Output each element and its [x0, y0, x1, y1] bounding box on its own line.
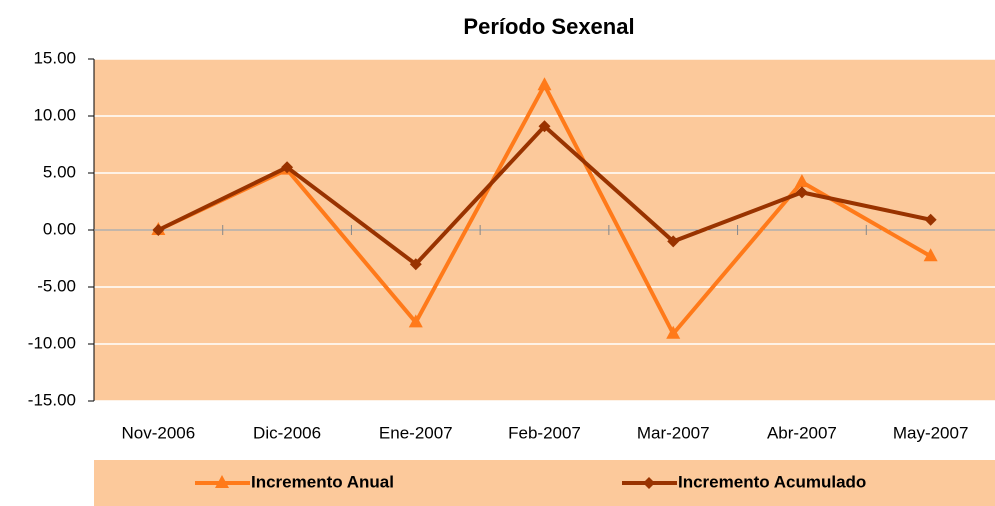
y-tick-label: 10.00	[33, 105, 76, 124]
chart-title: Período Sexenal	[463, 14, 634, 39]
marker	[666, 325, 681, 339]
marker	[537, 77, 552, 91]
legend-label: Incremento Anual	[251, 472, 394, 491]
marker	[643, 477, 655, 489]
marker	[281, 161, 294, 174]
marker	[215, 475, 229, 488]
marker	[409, 258, 422, 271]
y-tick-label: -15.00	[28, 390, 76, 409]
x-tick-label: Feb-2007	[508, 423, 581, 442]
legend-label: Incremento Acumulado	[678, 472, 866, 491]
y-tick-label: 5.00	[43, 162, 76, 181]
x-tick-label: Ene-2007	[379, 423, 453, 442]
x-tick-label: Nov-2006	[121, 423, 195, 442]
marker	[795, 186, 808, 199]
x-tick-label: Mar-2007	[637, 423, 710, 442]
y-tick-label: 15.00	[33, 48, 76, 67]
x-tick-label: Dic-2006	[253, 423, 321, 442]
marker	[923, 248, 938, 262]
y-tick-label: -5.00	[37, 276, 76, 295]
marker	[538, 120, 551, 133]
marker	[667, 235, 680, 248]
x-tick-label: Abr-2007	[767, 423, 837, 442]
marker	[152, 224, 165, 236]
x-tick-label: May-2007	[893, 423, 969, 442]
marker	[924, 213, 937, 226]
y-tick-label: 0.00	[43, 219, 76, 238]
marker	[408, 314, 423, 328]
marker	[794, 174, 809, 188]
y-tick-label: -10.00	[28, 333, 76, 352]
